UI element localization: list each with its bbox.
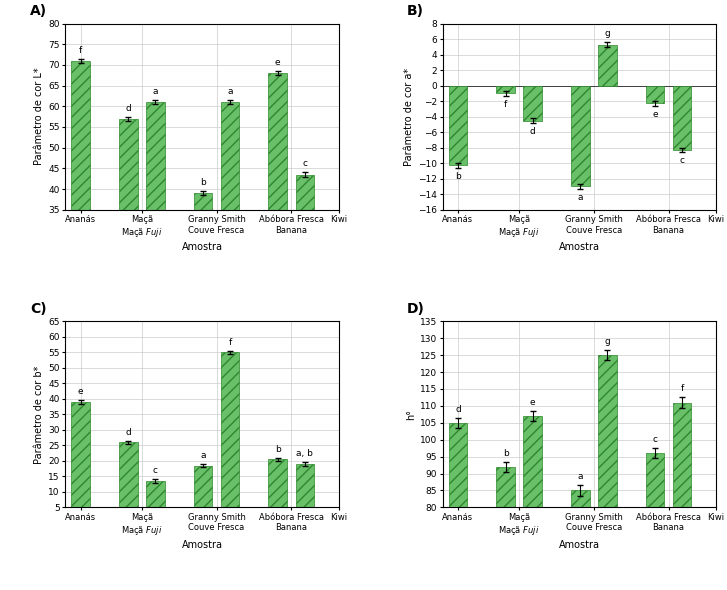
Bar bbox=[268, 460, 287, 523]
X-axis label: Amostra: Amostra bbox=[559, 242, 600, 252]
Bar bbox=[571, 490, 590, 590]
Text: d: d bbox=[125, 103, 131, 113]
Bar bbox=[646, 86, 664, 103]
Text: e: e bbox=[78, 387, 84, 396]
Bar bbox=[598, 355, 616, 590]
Bar bbox=[193, 466, 212, 523]
Text: a: a bbox=[577, 473, 583, 481]
Text: b: b bbox=[502, 448, 508, 458]
Text: c: c bbox=[680, 156, 685, 165]
Bar bbox=[146, 481, 165, 523]
Bar bbox=[119, 119, 137, 355]
Bar bbox=[221, 352, 239, 523]
Bar bbox=[221, 102, 239, 355]
Bar bbox=[295, 175, 314, 355]
Text: D): D) bbox=[407, 301, 425, 316]
X-axis label: Amostra: Amostra bbox=[182, 539, 222, 549]
Bar bbox=[119, 442, 137, 523]
Bar bbox=[268, 73, 287, 355]
Text: e: e bbox=[275, 58, 281, 67]
Y-axis label: Parâmetro de cor a*: Parâmetro de cor a* bbox=[404, 68, 414, 166]
Text: a: a bbox=[577, 193, 583, 202]
X-axis label: Amostra: Amostra bbox=[182, 242, 222, 252]
Bar bbox=[146, 102, 165, 355]
Text: b: b bbox=[200, 178, 206, 187]
Bar bbox=[71, 402, 90, 523]
Y-axis label: h°: h° bbox=[406, 409, 416, 420]
Text: d: d bbox=[125, 428, 131, 437]
Bar bbox=[497, 467, 515, 590]
Text: a, b: a, b bbox=[297, 450, 313, 458]
Bar bbox=[295, 464, 314, 523]
Bar bbox=[571, 86, 590, 186]
Text: g: g bbox=[605, 337, 610, 346]
Bar bbox=[449, 86, 467, 165]
Text: d: d bbox=[530, 127, 536, 136]
Text: f: f bbox=[680, 384, 684, 394]
Text: a: a bbox=[200, 451, 206, 460]
Text: d: d bbox=[455, 405, 461, 414]
Text: c: c bbox=[153, 466, 158, 476]
Bar bbox=[646, 453, 664, 590]
Bar bbox=[523, 86, 542, 120]
Bar bbox=[497, 86, 515, 93]
Text: b: b bbox=[275, 445, 281, 454]
Bar bbox=[523, 416, 542, 590]
Text: g: g bbox=[605, 29, 610, 38]
Bar bbox=[598, 44, 616, 86]
Text: a: a bbox=[228, 87, 233, 96]
Text: f: f bbox=[504, 100, 507, 109]
Bar bbox=[672, 402, 691, 590]
Text: e: e bbox=[652, 110, 658, 119]
Text: e: e bbox=[530, 398, 536, 407]
Text: b: b bbox=[455, 172, 461, 181]
Text: f: f bbox=[79, 45, 82, 55]
Bar bbox=[449, 423, 467, 590]
Text: B): B) bbox=[407, 4, 424, 18]
Bar bbox=[672, 86, 691, 150]
Text: c: c bbox=[652, 435, 657, 444]
X-axis label: Amostra: Amostra bbox=[559, 539, 600, 549]
Text: c: c bbox=[302, 159, 308, 168]
Text: a: a bbox=[153, 87, 158, 96]
Y-axis label: Parâmetro de cor b*: Parâmetro de cor b* bbox=[34, 365, 44, 464]
Text: A): A) bbox=[30, 4, 47, 18]
Text: C): C) bbox=[30, 301, 47, 316]
Bar bbox=[193, 193, 212, 355]
Y-axis label: Parâmetro de cor L*: Parâmetro de cor L* bbox=[34, 68, 44, 165]
Bar bbox=[71, 61, 90, 355]
Text: f: f bbox=[228, 337, 232, 347]
